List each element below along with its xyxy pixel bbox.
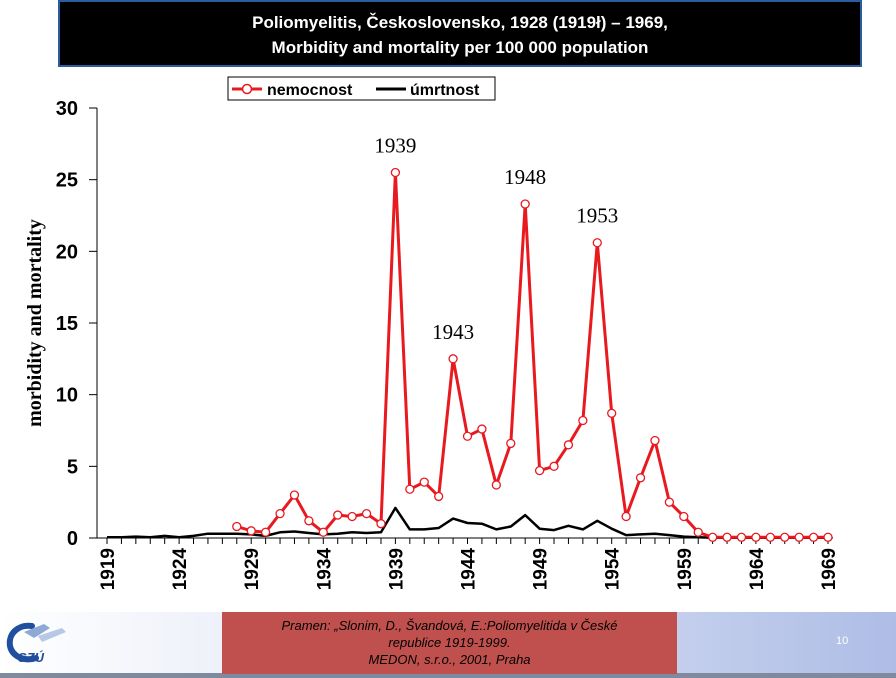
nemocnost-point — [289, 490, 300, 500]
y-tick-label: 20 — [56, 241, 78, 263]
nemocnost-point — [722, 532, 732, 542]
peak-annotation: 1939 — [374, 134, 416, 158]
y-tick-label: 25 — [56, 170, 78, 192]
nemocnost-point — [448, 354, 458, 364]
nemocnost-point — [405, 484, 415, 494]
nemocnost-point — [765, 532, 775, 542]
y-tick-label: 15 — [56, 313, 78, 335]
nemocnost-point — [794, 532, 804, 542]
nemocnost-point — [275, 508, 285, 519]
nemocnost-point — [347, 511, 357, 522]
logo-text: SZÚ — [18, 650, 45, 665]
source-line-3: MEDON, s.r.o., 2001, Praha — [368, 652, 531, 667]
chart: nemocnost úmrtnost morbidity and mortali… — [24, 76, 840, 590]
chart-title: Poliomyelitis, Československo, 1928 (191… — [58, 0, 862, 67]
chart-title-line-2: Morbidity and mortality per 100 000 popu… — [271, 38, 649, 57]
nemocnost-point — [520, 199, 530, 209]
source-note: Pramen: „Slonim, D., Švandová, E.:Poliom… — [222, 612, 677, 674]
annotations: 1939 1943 1948 1953 — [374, 134, 618, 344]
y-axis-label: morbidity and mortality — [24, 219, 46, 427]
y-tick-label: 30 — [56, 98, 78, 120]
y-ticks: 0 5 10 15 20 25 30 — [56, 98, 97, 550]
y-tick-label: 0 — [67, 528, 78, 550]
series-lines — [107, 171, 828, 539]
legend: nemocnost úmrtnost — [227, 76, 496, 101]
x-tick-label: 1949 — [531, 548, 552, 590]
series-line-nemocnost — [236, 171, 828, 539]
source-line-2: republice 1919-1999. — [388, 635, 511, 650]
nemocnost-point — [491, 480, 501, 490]
page-number: 10 — [836, 635, 849, 647]
nemocnost-point — [232, 521, 242, 532]
nemocnost-point — [390, 167, 401, 178]
nemocnost-point — [635, 473, 646, 483]
x-tick-label: 1939 — [386, 548, 407, 590]
nemocnost-point — [333, 510, 343, 520]
series-line-umrtnost — [107, 506, 828, 539]
x-tick-label: 1929 — [242, 548, 263, 590]
nemocnost-point — [808, 532, 819, 542]
nemocnost-point — [621, 511, 631, 522]
y-tick-label: 5 — [67, 456, 78, 478]
legend-nemocnost-marker — [241, 83, 253, 95]
peak-annotation: 1948 — [504, 165, 546, 189]
nemocnost-point — [736, 532, 747, 542]
nemocnost-point — [578, 415, 588, 426]
x-tick-label: 1944 — [459, 548, 480, 591]
nemocnost-point — [563, 440, 574, 450]
x-tick-label: 1954 — [603, 548, 624, 591]
nemocnost-point — [318, 527, 328, 537]
nemocnost-point — [592, 238, 602, 248]
nemocnost-point — [361, 508, 372, 519]
chart-title-line-1: Poliomyelitis, Československo, 1928 (191… — [252, 13, 668, 32]
nemocnost-point — [419, 477, 429, 487]
szu-logo: SZÚ — [6, 622, 66, 665]
nemocnost-point — [376, 519, 386, 529]
nemocnost-point — [260, 527, 271, 537]
x-tick-label: 1964 — [747, 548, 768, 591]
nemocnost-point — [780, 532, 790, 542]
legend-nemocnost-label: nemocnost — [267, 82, 353, 99]
nemocnost-point — [664, 497, 675, 507]
nemocnost-point — [607, 408, 617, 418]
nemocnost-point — [477, 424, 487, 434]
nemocnost-point — [693, 527, 703, 537]
nemocnost-point — [246, 526, 256, 536]
peak-annotation: 1953 — [576, 204, 618, 228]
legend-umrtnost-label: úmrtnost — [410, 82, 480, 99]
x-tick-label: 1919 — [98, 548, 119, 590]
markers — [232, 167, 833, 542]
x-tick-label: 1924 — [170, 548, 191, 591]
nemocnost-point — [823, 532, 833, 542]
legend-frame — [227, 76, 496, 101]
nemocnost-point — [549, 461, 559, 471]
nemocnost-point — [707, 532, 718, 542]
x-ticks: 1919 1924 1929 1934 1939 1944 1949 1954 1959 1964… — [98, 538, 840, 590]
source-line-1: Pramen: „Slonim, D., Švandová, E.:Poliom… — [281, 618, 618, 633]
nemocnost-point — [462, 431, 473, 441]
nemocnost-point — [679, 511, 689, 522]
nemocnost-point — [650, 435, 660, 446]
footer-line — [0, 673, 896, 678]
nemocnost-point — [506, 438, 516, 449]
nemocnost-point — [534, 465, 545, 476]
nemocnost-point — [304, 516, 314, 526]
x-tick-label: 1934 — [314, 548, 335, 591]
y-tick-label: 10 — [56, 385, 78, 407]
nemocnost-point — [751, 532, 761, 542]
x-tick-label: 1959 — [675, 548, 696, 590]
x-tick-label: 1969 — [819, 548, 840, 590]
nemocnost-point — [434, 491, 444, 502]
peak-annotation: 1943 — [432, 320, 474, 344]
